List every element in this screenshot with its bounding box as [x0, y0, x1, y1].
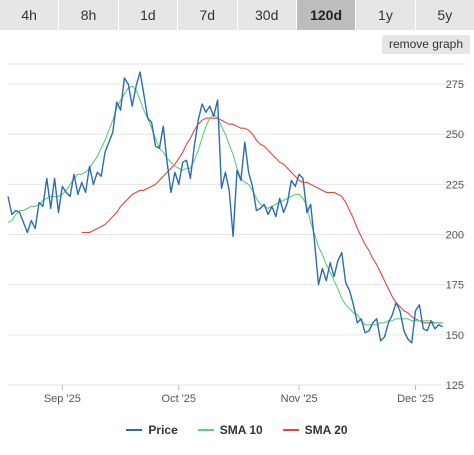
legend-label-price: Price — [148, 423, 178, 437]
x-tick-label: Oct '25 — [162, 393, 197, 405]
chart-gridlines — [8, 63, 466, 386]
legend-item-price[interactable]: Price — [126, 423, 178, 437]
series-line-price — [7, 71, 444, 344]
tab-5y[interactable]: 5y — [415, 0, 474, 30]
y-tick-label: 150 — [446, 330, 464, 342]
y-tick-label: 125 — [446, 380, 464, 392]
legend-item-sma10[interactable]: SMA 10 — [197, 423, 263, 437]
y-tick-label: 250 — [446, 129, 464, 141]
remove-graph-button[interactable]: remove graph — [381, 35, 470, 54]
tab-7d[interactable]: 7d — [178, 0, 238, 30]
legend-label-sma20: SMA 20 — [304, 423, 348, 437]
legend-item-sma20[interactable]: SMA 20 — [282, 423, 348, 437]
x-tick-label: Nov '25 — [281, 393, 318, 405]
chart-legend: Price SMA 10 SMA 20 — [0, 420, 474, 440]
y-tick-label: 175 — [446, 280, 464, 292]
timeframe-tabs: 4h 8h 1d 7d 30d 120d 1y 5y — [0, 0, 474, 30]
series-line-sma10 — [7, 85, 443, 326]
y-axis-ticks: 125 150 175 200 225 250 275 — [446, 79, 464, 392]
x-tick-label: Sep '25 — [44, 393, 81, 405]
tab-30d[interactable]: 30d — [237, 0, 297, 30]
tab-4h[interactable]: 4h — [0, 0, 60, 30]
tab-8h[interactable]: 8h — [59, 0, 119, 30]
tab-1d[interactable]: 1d — [118, 0, 179, 30]
legend-label-sma10: SMA 10 — [219, 423, 263, 437]
legend-swatch-price — [126, 429, 143, 431]
y-tick-label: 200 — [446, 230, 464, 242]
tab-1y[interactable]: 1y — [356, 0, 416, 30]
legend-swatch-sma20 — [282, 429, 299, 431]
chart-series — [7, 71, 444, 344]
series-line-sma20 — [81, 117, 443, 324]
x-axis-ticks: Sep '25 Oct '25 Nov '25 Dec '25 — [44, 385, 434, 405]
legend-swatch-sma10 — [197, 429, 214, 431]
x-tick-label: Dec '25 — [397, 393, 434, 405]
y-tick-label: 225 — [446, 179, 464, 191]
tab-120d[interactable]: 120d — [296, 0, 357, 30]
y-tick-label: 275 — [446, 79, 464, 91]
